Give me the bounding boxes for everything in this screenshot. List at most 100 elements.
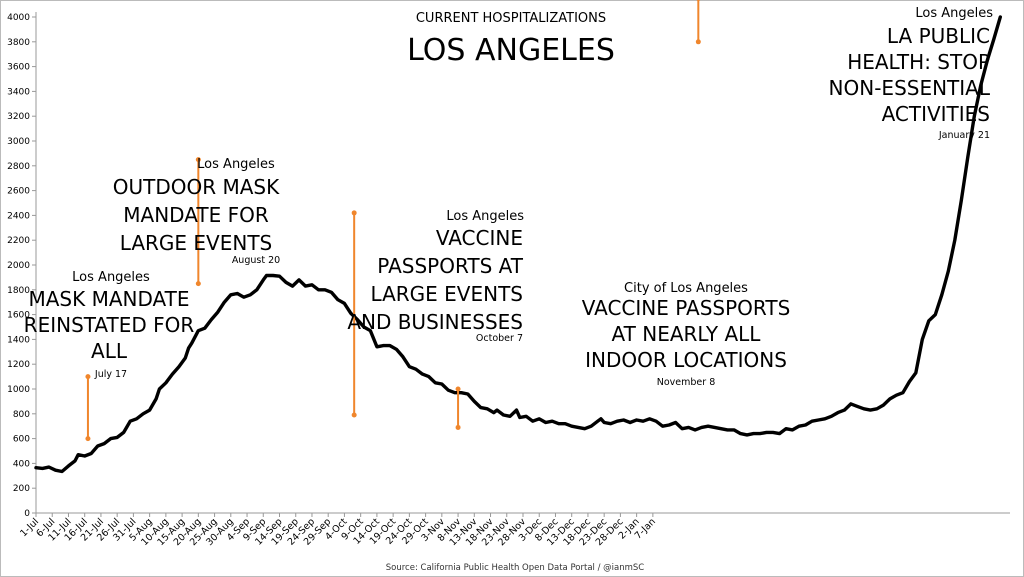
annotation-marker-dot xyxy=(85,374,91,380)
data-point xyxy=(337,299,339,301)
annotation-headline: VACCINE xyxy=(436,226,523,250)
annotation-header: Los Angeles xyxy=(72,270,150,285)
data-point xyxy=(954,239,956,241)
data-point xyxy=(674,421,676,423)
data-point xyxy=(204,327,206,329)
annotation-marker-dot xyxy=(455,386,461,392)
data-point xyxy=(502,414,504,416)
data-point xyxy=(583,427,585,429)
data-point xyxy=(915,372,917,374)
data-point xyxy=(538,418,540,420)
data-point xyxy=(48,466,50,468)
data-point xyxy=(739,432,741,434)
annotation-headline: NON-ESSENTIAL xyxy=(829,76,991,100)
y-tick-label: 2200 xyxy=(7,236,30,246)
data-point xyxy=(616,420,618,422)
data-point xyxy=(778,432,780,434)
annotation: Los Angeles OUTDOOR MASK MANDATE FOR LARGE … xyxy=(113,157,280,287)
data-point xyxy=(876,408,878,410)
data-point xyxy=(35,467,37,469)
data-point xyxy=(713,426,715,428)
data-point xyxy=(928,320,930,322)
data-point xyxy=(635,419,637,421)
data-point xyxy=(408,365,410,367)
data-point xyxy=(155,398,157,400)
data-point xyxy=(843,409,845,411)
y-tick-label: 3000 xyxy=(7,137,30,147)
data-point xyxy=(577,426,579,428)
annotation-header: Los Angeles xyxy=(446,209,524,224)
data-point xyxy=(509,415,511,417)
data-point xyxy=(571,425,573,427)
data-point xyxy=(311,284,313,286)
data-point xyxy=(837,411,839,413)
data-point xyxy=(376,346,378,348)
y-tick-label: 3200 xyxy=(7,112,30,122)
data-point xyxy=(324,289,326,291)
annotation-headline: LARGE EVENTS xyxy=(120,231,273,255)
data-point xyxy=(600,418,602,420)
y-tick-label: 1800 xyxy=(7,286,30,296)
data-point xyxy=(596,420,598,422)
data-point xyxy=(908,380,910,382)
data-point xyxy=(67,465,69,467)
data-point xyxy=(804,424,806,426)
data-point xyxy=(441,383,443,385)
data-point xyxy=(496,409,498,411)
data-point xyxy=(798,425,800,427)
data-point xyxy=(830,415,832,417)
data-point xyxy=(223,301,225,303)
annotation-date: October 7 xyxy=(476,333,523,344)
annotation-marker-dot xyxy=(696,0,701,1)
data-point xyxy=(291,285,293,287)
data-point xyxy=(84,455,86,457)
data-point xyxy=(480,406,482,408)
data-point xyxy=(116,436,118,438)
y-tick-label: 1200 xyxy=(7,360,30,370)
data-point xyxy=(895,394,897,396)
data-point xyxy=(590,425,592,427)
data-point xyxy=(519,416,521,418)
annotation-marker-dot xyxy=(351,210,357,216)
annotation-headline: MASK MANDATE xyxy=(28,287,189,311)
data-point xyxy=(129,420,131,422)
data-point xyxy=(720,427,722,429)
data-point xyxy=(882,404,884,406)
data-point xyxy=(330,291,332,293)
data-point xyxy=(726,429,728,431)
annotation-date: January 21 xyxy=(938,130,990,141)
chart-title: LOS ANGELES xyxy=(407,33,615,68)
data-point xyxy=(395,348,397,350)
data-point xyxy=(811,420,813,422)
data-point xyxy=(668,424,670,426)
data-point xyxy=(700,426,702,428)
data-point xyxy=(41,467,43,469)
annotation-headline: REINSTATED FOR xyxy=(24,313,195,337)
data-point xyxy=(941,294,943,296)
data-point xyxy=(187,347,189,349)
data-point xyxy=(171,373,173,375)
y-tick-label: 800 xyxy=(13,410,30,420)
chart-subtitle: CURRENT HOSPITALIZATIONS xyxy=(416,11,606,26)
data-point xyxy=(921,338,923,340)
data-point xyxy=(824,418,826,420)
y-axis: 0 200 400 600 800 1000 1200 1400 1600 1800 2000 220… xyxy=(7,12,37,519)
data-point xyxy=(230,294,232,296)
data-point xyxy=(707,425,709,427)
data-point xyxy=(817,419,819,421)
data-point xyxy=(694,429,696,431)
annotation-marker-dot xyxy=(85,436,91,442)
annotation-date: July 17 xyxy=(94,369,127,380)
data-point xyxy=(850,403,852,405)
data-point xyxy=(661,425,663,427)
data-point xyxy=(863,408,865,410)
data-point xyxy=(272,274,274,276)
data-point xyxy=(148,409,150,411)
data-point xyxy=(629,421,631,423)
data-point xyxy=(243,296,245,298)
